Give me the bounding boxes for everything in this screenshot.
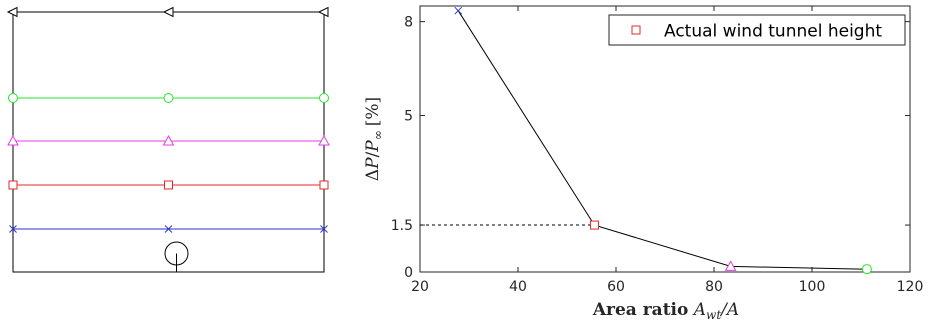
triangle-marker — [724, 260, 737, 271]
triangle-up-marker — [7, 134, 19, 146]
x-marker — [320, 225, 328, 233]
x-axis-ticks: 20 40 60 80 100 120 — [411, 6, 923, 295]
x-tick-label: 40 — [509, 279, 527, 295]
square-marker — [8, 180, 18, 190]
y-axis-label: ΔP/P∞[%] — [363, 97, 385, 181]
series-line — [457, 10, 867, 270]
legend-box — [608, 14, 906, 46]
x-axis-label: Area ratio Awt/A — [592, 300, 739, 321]
x-axis-label-text: Area ratio — [592, 300, 689, 320]
y-axis-label-delta: Δ — [363, 169, 383, 181]
x-marker — [9, 225, 17, 233]
circle-with-stem-icon — [164, 241, 189, 272]
x-tick-label: 120 — [897, 279, 924, 295]
y-axis-label-units: [%] — [363, 97, 383, 126]
x-marker — [454, 6, 463, 15]
y-tick-label: 5 — [404, 109, 413, 125]
pressure-chart: 0 1.5 5 8 20 40 60 80 100 120 Actual wind tunnel… — [363, 5, 923, 321]
tunnel-diagram — [6, 6, 330, 273]
triangle-up-marker — [318, 134, 330, 146]
square-marker — [164, 180, 173, 190]
square-marker — [319, 180, 329, 190]
x-tick-label: 20 — [411, 279, 429, 295]
legend-label: Actual wind tunnel height — [664, 22, 882, 42]
triangle-up-marker — [162, 134, 175, 146]
y-tick-label: 0 — [404, 265, 413, 281]
x-tick-label: 80 — [705, 279, 723, 295]
square-marker — [589, 220, 599, 230]
x-axis-label-sub: wt — [706, 308, 721, 321]
y-tick-label: 1.5 — [391, 218, 413, 234]
circle-marker — [163, 93, 174, 103]
y-axis-ticks: 0 1.5 5 8 — [391, 15, 910, 281]
y-axis-label-sub: ∞ — [371, 130, 385, 140]
y-axis-label-p-denominator: P — [363, 140, 383, 153]
plot-area — [419, 5, 911, 273]
y-tick-label: 8 — [404, 15, 413, 31]
triangle-left-marker — [317, 6, 329, 18]
x-tick-label: 60 — [607, 279, 625, 295]
circle-marker — [861, 264, 872, 275]
triangle-left-marker — [6, 6, 18, 18]
x-axis-label-tail: /A — [719, 300, 739, 320]
x-tick-label: 100 — [799, 279, 826, 295]
series-markers — [454, 6, 872, 275]
circle-marker — [8, 93, 18, 103]
triangle-left-marker — [162, 6, 174, 18]
y-axis-label-p: P — [363, 157, 383, 170]
x-axis-label-math: A — [692, 300, 706, 320]
x-marker-stroke — [454, 6, 463, 15]
x-marker — [164, 225, 173, 233]
legend: Actual wind tunnel height — [608, 14, 906, 46]
circle-marker — [319, 93, 329, 103]
legend-square-marker — [631, 25, 641, 35]
